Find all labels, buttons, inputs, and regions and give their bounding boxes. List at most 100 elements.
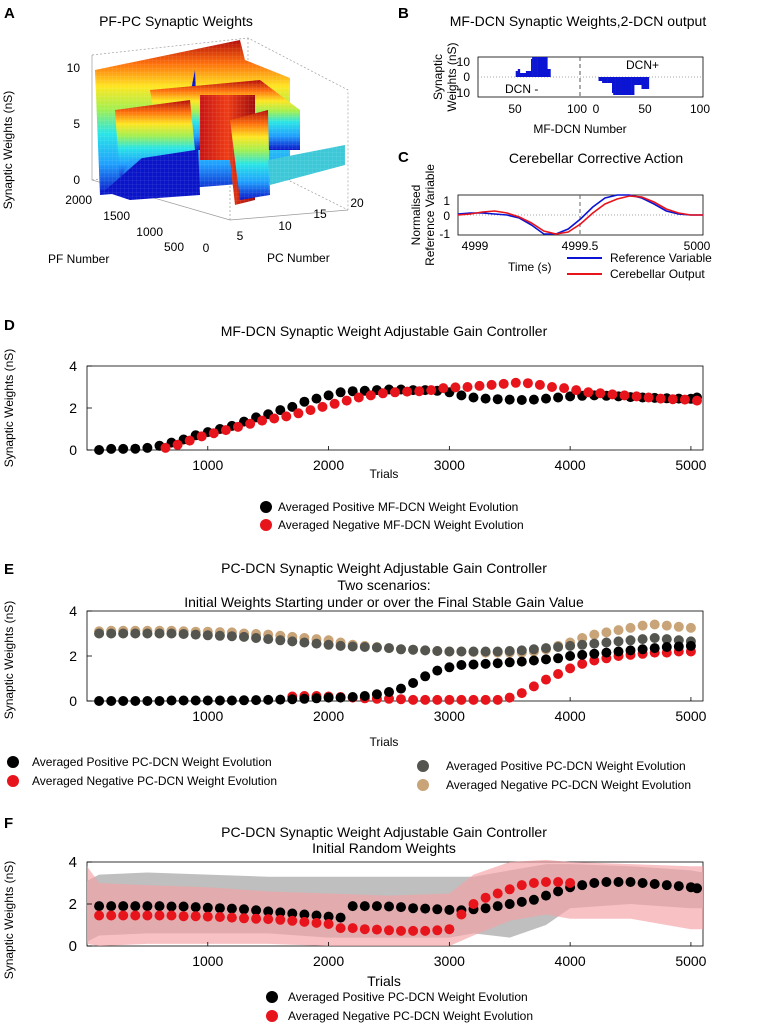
x-tick-label: 5000 — [675, 457, 706, 473]
e-point-s3 — [685, 640, 696, 651]
b-bar — [632, 77, 635, 95]
e-point-s1 — [432, 646, 443, 656]
e-point-s0 — [613, 625, 624, 636]
e-point-s1 — [468, 646, 479, 657]
f-point-s0 — [263, 906, 274, 917]
b-bar — [544, 57, 546, 77]
panel-b-title: MF-DCN Synaptic Weights,2-DCN output — [450, 13, 707, 29]
e-point-s3 — [649, 643, 660, 654]
e-point-s3 — [299, 693, 310, 704]
e-point-s3 — [118, 696, 129, 706]
e-legend-1: Averaged Positive PC-DCN Weight Evolutio… — [32, 755, 272, 769]
e-point-s3 — [251, 695, 262, 706]
e-point-s2 — [480, 694, 491, 705]
f-point-s1 — [251, 913, 262, 924]
c-ytick: -1 — [439, 227, 450, 241]
f-point-s1 — [154, 910, 165, 921]
b-bar — [603, 77, 605, 83]
e-point-s3 — [371, 689, 382, 700]
c-ytick: 1 — [443, 194, 450, 208]
b-bar — [621, 77, 624, 95]
d-point-s1 — [595, 388, 606, 399]
f-point-s0 — [214, 903, 225, 914]
b-bar — [616, 77, 619, 95]
b-bar — [639, 77, 641, 85]
a-xtick: 2000 — [65, 193, 92, 207]
e-point-s1 — [649, 633, 660, 643]
panel-e-letter: E — [4, 561, 14, 578]
f-point-s1 — [504, 884, 515, 895]
e-point-s1 — [94, 628, 105, 639]
f-point-s1 — [142, 910, 153, 921]
b-bar — [520, 73, 523, 77]
f-point-s0 — [613, 877, 624, 887]
x-tick-label: 1000 — [192, 457, 223, 473]
f-point-s1 — [118, 910, 129, 921]
y-tick-label: 2 — [69, 648, 77, 664]
panel-c-letter: C — [398, 149, 409, 166]
f-point-s0 — [190, 902, 201, 913]
f-band-negative — [87, 859, 703, 946]
f-xlabel: Trials — [367, 973, 401, 989]
f-point-s0 — [384, 901, 394, 912]
e-point-s3 — [263, 694, 274, 705]
panel-e: E PC-DCN Synaptic Weight Adjustable Gain… — [2, 560, 707, 792]
b-bar — [542, 57, 544, 77]
f-point-s0 — [166, 901, 177, 912]
b-bar — [519, 73, 522, 77]
f-point-s0 — [275, 907, 286, 918]
f-point-s0 — [118, 901, 129, 912]
e-point-s3 — [142, 696, 153, 706]
panel-f-title-line2: Initial Random Weights — [312, 840, 456, 856]
b-bar — [604, 77, 607, 83]
b-bar — [598, 77, 601, 81]
x-tick-label: 5000 — [675, 708, 706, 724]
e-point-s3 — [577, 649, 588, 660]
b-bar — [517, 69, 520, 77]
f-point-s1 — [528, 878, 539, 888]
f-point-s1 — [190, 911, 201, 922]
e-legend-2: Averaged Negative PC-DCN Weight Evolutio… — [32, 774, 277, 788]
d-point-s1 — [220, 425, 231, 436]
b-bar — [534, 57, 536, 77]
e-point-s2 — [541, 674, 551, 685]
d-point-s1 — [619, 390, 630, 401]
e-point-s1 — [287, 636, 298, 647]
f-point-s1 — [263, 914, 274, 925]
b-bar — [533, 57, 535, 77]
panel-d-letter: D — [4, 317, 15, 334]
b-ylabel-line2: Weights (nS) — [445, 42, 459, 111]
f-ylabel: Synaptic Weights (nS) — [2, 861, 16, 980]
e-point-s0 — [601, 627, 612, 638]
d-point-s0 — [299, 396, 310, 407]
d-point-s0 — [347, 386, 358, 397]
e-legend-3: Averaged Positive PC-DCN Weight Evolutio… — [446, 759, 686, 773]
e-point-s3 — [178, 695, 189, 706]
f-point-s0 — [130, 901, 141, 912]
e-point-s3 — [601, 647, 612, 658]
b-bar — [634, 77, 636, 85]
f-point-s0 — [311, 910, 322, 921]
d-point-s1 — [559, 383, 570, 394]
f-point-s1 — [299, 916, 310, 927]
x-tick-label: 3000 — [434, 457, 465, 473]
b-bar — [613, 77, 615, 95]
f-point-s0 — [649, 879, 660, 889]
e-point-s2 — [432, 694, 443, 705]
b-bar — [539, 57, 541, 77]
d-xlabel: Trials — [370, 467, 399, 481]
d-point-s1 — [402, 386, 413, 397]
e-legend-marker-1 — [7, 756, 19, 768]
f-point-s1 — [166, 910, 177, 921]
e-point-s1 — [480, 646, 491, 657]
panel-e-title-line3: Initial Weights Starting under or over t… — [184, 594, 584, 610]
b-bar — [527, 71, 529, 77]
f-point-s1 — [323, 919, 334, 929]
x-tick-label: 2000 — [313, 953, 344, 969]
e-ylabel: Synaptic Weights (nS) — [2, 601, 16, 720]
d-point-s0 — [468, 392, 479, 403]
d-point-s1 — [534, 379, 545, 390]
e-point-s1 — [528, 644, 539, 655]
x-tick-label: 5000 — [675, 953, 706, 969]
f-point-s1 — [239, 913, 249, 924]
